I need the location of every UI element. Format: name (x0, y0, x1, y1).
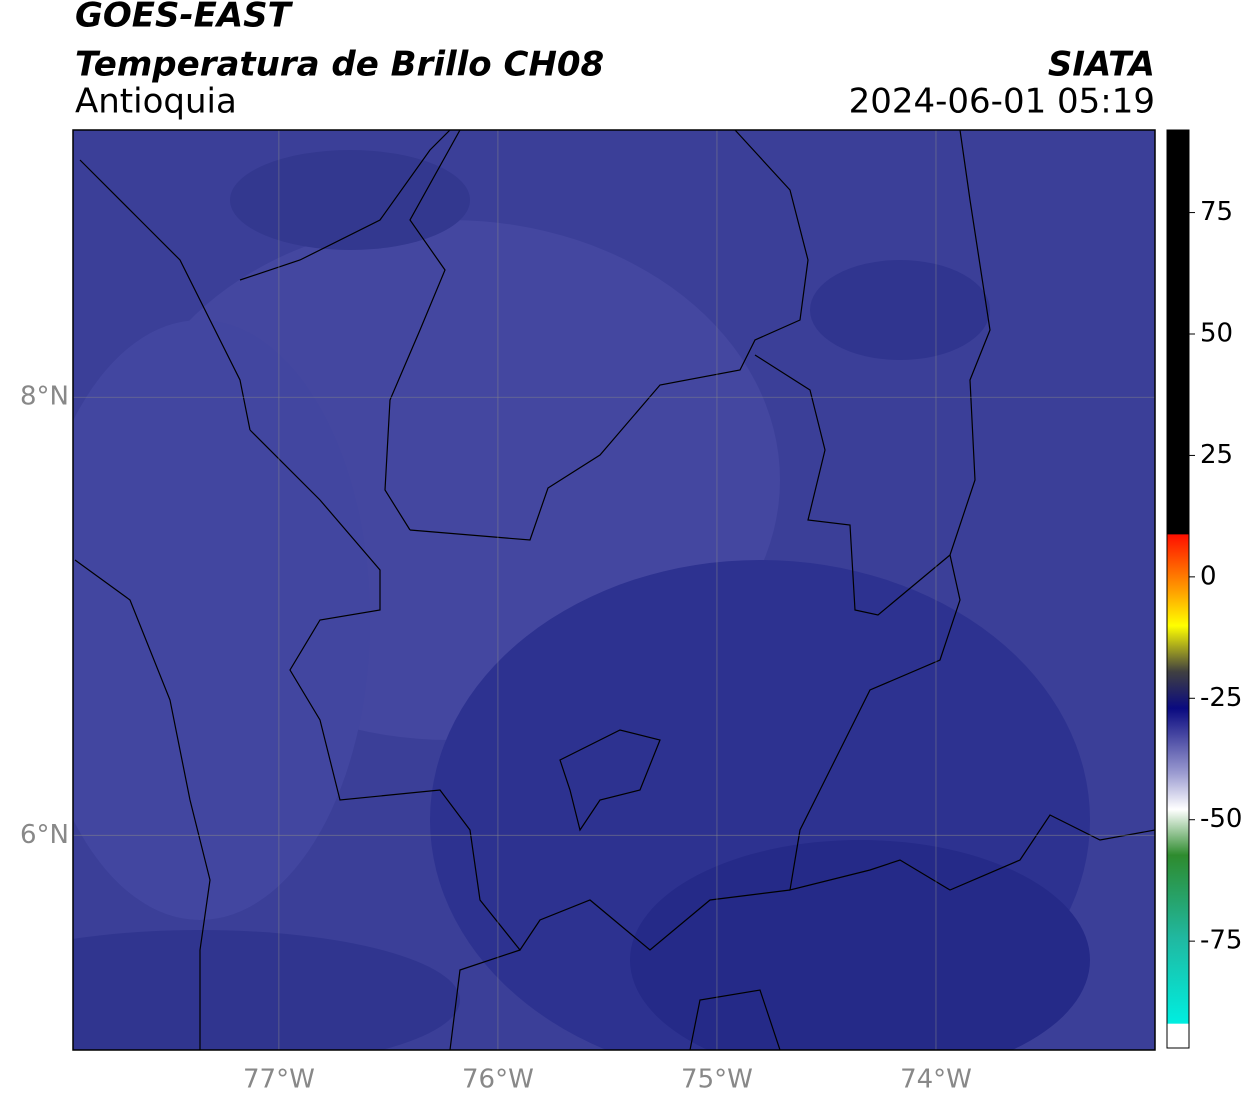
x-tick-label: 76°W (462, 1065, 534, 1095)
coastline (74, 559, 211, 1050)
border (449, 949, 521, 1050)
colorbar-tick-label: -75 (1200, 926, 1242, 956)
region: Antioquia (75, 82, 237, 122)
border (689, 989, 781, 1050)
border (754, 354, 1155, 891)
border (949, 130, 991, 556)
title: GOES-EAST (75, 0, 294, 36)
warm-region (73, 320, 370, 920)
border (409, 130, 809, 541)
border (384, 130, 461, 531)
datetime: 2024-06-01 05:19 (849, 82, 1155, 122)
y-tick-label: 6°N (20, 820, 69, 850)
x-tick-label: 75°W (681, 1065, 753, 1095)
coastline (79, 159, 251, 431)
source: SIATA (1048, 45, 1155, 85)
map-frame (72, 129, 1156, 1051)
map-field (73, 130, 1155, 1050)
colorbar-tick-label: -25 (1200, 683, 1242, 713)
colorbar-tick-label: 50 (1200, 319, 1233, 349)
subtitle: Temperatura de Brillo CH08 (75, 45, 604, 85)
y-tick-label: 8°N (20, 382, 69, 412)
colorbar-tick-label: 75 (1200, 197, 1233, 227)
cold-region (630, 840, 1090, 1050)
colorbar-tick-label: 25 (1200, 440, 1233, 470)
colorbar (1166, 129, 1190, 1049)
coastline (239, 130, 451, 281)
cold-region (230, 150, 470, 250)
colorbar-tick-label: 0 (1200, 561, 1217, 591)
x-tick-label: 74°W (900, 1065, 972, 1095)
border (249, 429, 791, 952)
grid (73, 130, 1155, 1050)
colorbar-tick-label: -50 (1200, 804, 1242, 834)
cold-region (73, 930, 460, 1050)
x-tick-label: 77°W (243, 1065, 315, 1095)
border (559, 729, 661, 832)
cold-region (810, 260, 990, 360)
